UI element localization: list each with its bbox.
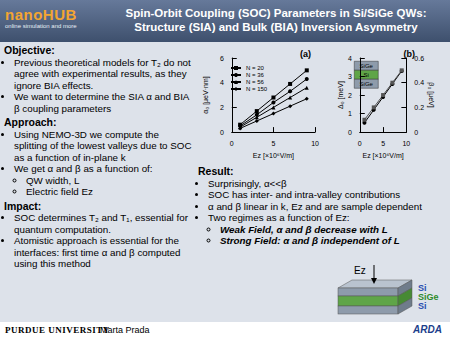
svg-text:N = 20: N = 20 — [246, 65, 265, 71]
svg-text:0: 0 — [230, 140, 234, 147]
svg-text:6: 6 — [220, 55, 224, 62]
svg-text:SiGe: SiGe — [418, 292, 439, 302]
html-text:online simulation and more: online simulation and more — [5, 23, 77, 29]
svg-text:Si: Si — [363, 71, 369, 78]
html-text:Structure (SIA) and Bulk (BIA): Structure (SIA) and Bulk (BIA) Inversion… — [134, 21, 418, 33]
svg-text:10: 10 — [402, 140, 410, 147]
svg-text:Δ₀ [meV]: Δ₀ [meV] — [337, 81, 345, 109]
html-text:ARDA: ARDA — [413, 324, 442, 335]
svg-text:β₀ [μeV]: β₀ [μeV] — [427, 82, 435, 107]
svg-text:4: 4 — [348, 55, 352, 62]
html-text:QW width, L: QW width, L — [26, 174, 80, 186]
svg-text:(b): (b) — [404, 49, 416, 59]
svg-text:N = 36: N = 36 — [246, 72, 265, 78]
html-text:Using NEMO-3D we compute the s: Using NEMO-3D we compute the splitting o… — [14, 128, 192, 163]
svg-text:0: 0 — [220, 129, 224, 136]
html-text:Previous theoretical models fo: Previous theoretical models for T₂ do no… — [14, 56, 191, 91]
svg-text:0.6: 0.6 — [414, 55, 424, 62]
html-text:Approach:: Approach: — [4, 116, 57, 128]
svg-text:0: 0 — [358, 140, 362, 147]
html-text:SOC has inter- and intra-valle: SOC has inter- and intra-valley contribu… — [208, 189, 401, 200]
svg-text:1: 1 — [348, 110, 352, 117]
html-text:nanoHUB: nanoHUB — [5, 6, 77, 23]
html-text:α and β linear in k, Ez and ar: α and β linear in k, Ez and are sample d… — [208, 200, 422, 212]
svg-text:0.4: 0.4 — [414, 79, 424, 86]
svg-text:SiGe: SiGe — [360, 81, 374, 87]
html-text:Spin-Orbit Coupling (SOC) Para: Spin-Orbit Coupling (SOC) Parameters in … — [125, 7, 427, 19]
html-text:Surprisingly, α<<β: Surprisingly, α<<β — [208, 177, 287, 189]
html-text:Electric field Ez: Electric field Ez — [26, 186, 93, 197]
svg-text:N = 150: N = 150 — [246, 86, 268, 92]
svg-text:SiGe: SiGe — [360, 63, 374, 69]
html-text:Two regimes as a function of E: Two regimes as a function of Ez: — [208, 212, 350, 223]
svg-text:0: 0 — [348, 129, 352, 136]
html-text:Impact:: Impact: — [4, 199, 42, 212]
svg-text:α₀ [μeV·nm]: α₀ [μeV·nm] — [202, 76, 210, 113]
html-text:Strong Field: α and β independ: Strong Field: α and β independent of L — [220, 235, 400, 246]
svg-text:5: 5 — [381, 140, 385, 147]
svg-text:Ez [×10⁶V/m]: Ez [×10⁶V/m] — [362, 152, 403, 160]
svg-text:5: 5 — [271, 140, 275, 147]
html-text:PURDUE UNIVERSITY: PURDUE UNIVERSITY — [5, 325, 110, 335]
svg-text:4: 4 — [220, 79, 224, 86]
svg-text:0: 0 — [414, 129, 418, 136]
html-text:Atomistic approach is essentia: Atomistic approach is essential for the … — [14, 235, 181, 269]
html-text:Weak Field, α and β decrease w: Weak Field, α and β decrease with L — [220, 223, 388, 235]
html-text:SOC determines T₂ and T₁, esse: SOC determines T₂ and T₁, essential for … — [14, 212, 188, 235]
svg-text:N = 56: N = 56 — [246, 79, 265, 85]
svg-text:0.2: 0.2 — [414, 104, 424, 111]
svg-text:Ez [×10⁶V/m]: Ez [×10⁶V/m] — [253, 152, 294, 160]
html-text:Result:: Result: — [198, 165, 234, 177]
html-text:Marta Prada: Marta Prada — [100, 325, 150, 335]
svg-text:(a): (a) — [300, 49, 311, 59]
svg-text:2: 2 — [348, 92, 352, 99]
svg-text:10: 10 — [311, 140, 319, 147]
svg-text:2: 2 — [220, 104, 224, 111]
html-text:We get α and β as a function o: We get α and β as a function of: — [14, 163, 153, 174]
svg-text:3: 3 — [348, 73, 352, 80]
html-text:We want to determine the SIA α: We want to determine the SIA α and BIA β… — [14, 91, 189, 114]
svg-text:Si: Si — [418, 301, 427, 311]
svg-text:Ez: Ez — [354, 265, 366, 276]
svg-text:Si: Si — [418, 283, 427, 293]
html-text:Objective:: Objective: — [4, 44, 55, 56]
